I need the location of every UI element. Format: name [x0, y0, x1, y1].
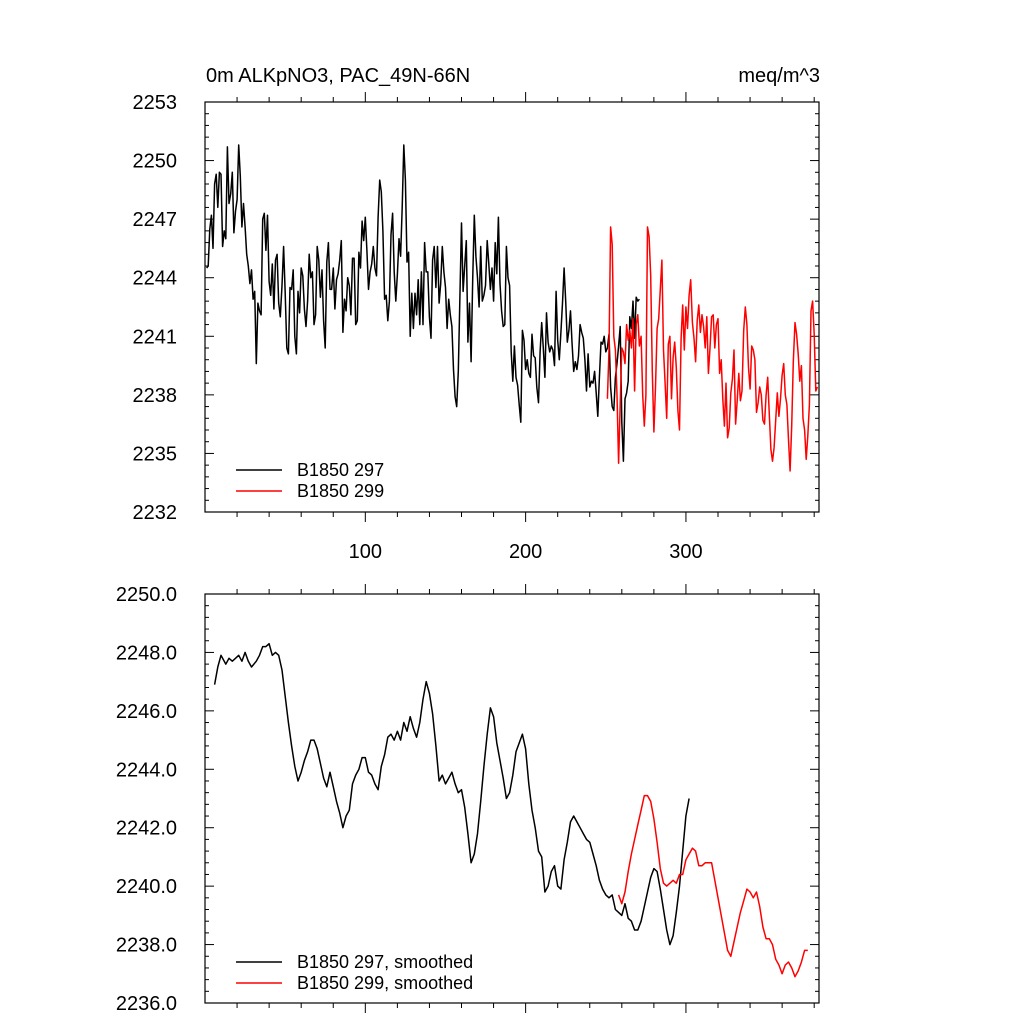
bottom-y-tick-label: 2238.0: [116, 935, 177, 957]
top-series-line-297: [206, 144, 640, 462]
bottom-panel: 2236.0 2238.0 2240.0 2242.0 2244.0 2246.0 2248…: [116, 584, 820, 1015]
bottom-legend: B1850 297, smoothed B1850 299, smoothed: [236, 952, 473, 993]
bottom-ticks: 2236.0 2238.0 2240.0 2242.0 2244.0 2246.0 2248…: [116, 584, 819, 1015]
top-title: 0m ALKpNO3, PAC_49N-66N: [206, 65, 470, 87]
top-x-tick-label: 100: [349, 541, 382, 563]
top-y-tick-label: 2253: [133, 92, 178, 114]
bottom-y-tick-label: 2248.0: [116, 642, 177, 664]
top-y-tick-label: 2244: [133, 268, 178, 290]
top-y-tick-label: 2232: [133, 502, 178, 524]
top-units: meq/m^3: [738, 65, 820, 87]
bottom-y-tick-label: 2236.0: [116, 993, 177, 1015]
top-plot-frame: [204, 101, 820, 513]
bottom-series: [213, 642, 808, 978]
top-y-tick-label: 2241: [133, 326, 178, 348]
top-x-tick-label: 200: [509, 541, 542, 563]
top-y-tick-label: 2247: [133, 209, 178, 231]
top-panel: 0m ALKpNO3, PAC_49N-66N meq/m^3 2232 2235…: [133, 65, 821, 563]
top-legend: B1850 297 B1850 299: [236, 460, 384, 501]
top-x-tick-label: 300: [669, 541, 702, 563]
top-y-tick-label: 2250: [133, 151, 178, 173]
bottom-y-tick-label: 2240.0: [116, 876, 177, 898]
bottom-y-tick-label: 2244.0: [116, 759, 177, 781]
bottom-y-tick-label: 2242.0: [116, 818, 177, 840]
top-legend-label-297: B1850 297: [297, 460, 384, 480]
bottom-legend-label-297: B1850 297, smoothed: [297, 952, 473, 972]
bottom-y-tick-label: 2246.0: [116, 701, 177, 723]
bottom-y-tick-label: 2250.0: [116, 584, 177, 606]
top-y-tick-label: 2238: [133, 385, 178, 407]
bottom-series-line-299: [617, 794, 808, 978]
top-series: [206, 144, 819, 472]
top-legend-label-299: B1850 299: [297, 481, 384, 501]
bottom-series-line-297: [213, 642, 690, 946]
bottom-legend-label-299: B1850 299, smoothed: [297, 973, 473, 993]
top-y-tick-label: 2235: [133, 443, 178, 465]
top-series-line-299: [606, 226, 819, 472]
bottom-plot-frame: [204, 593, 820, 1004]
top-ticks: 2232 2235 2238 2241 2244 2247 2250 2253 100 200 30…: [133, 92, 819, 563]
